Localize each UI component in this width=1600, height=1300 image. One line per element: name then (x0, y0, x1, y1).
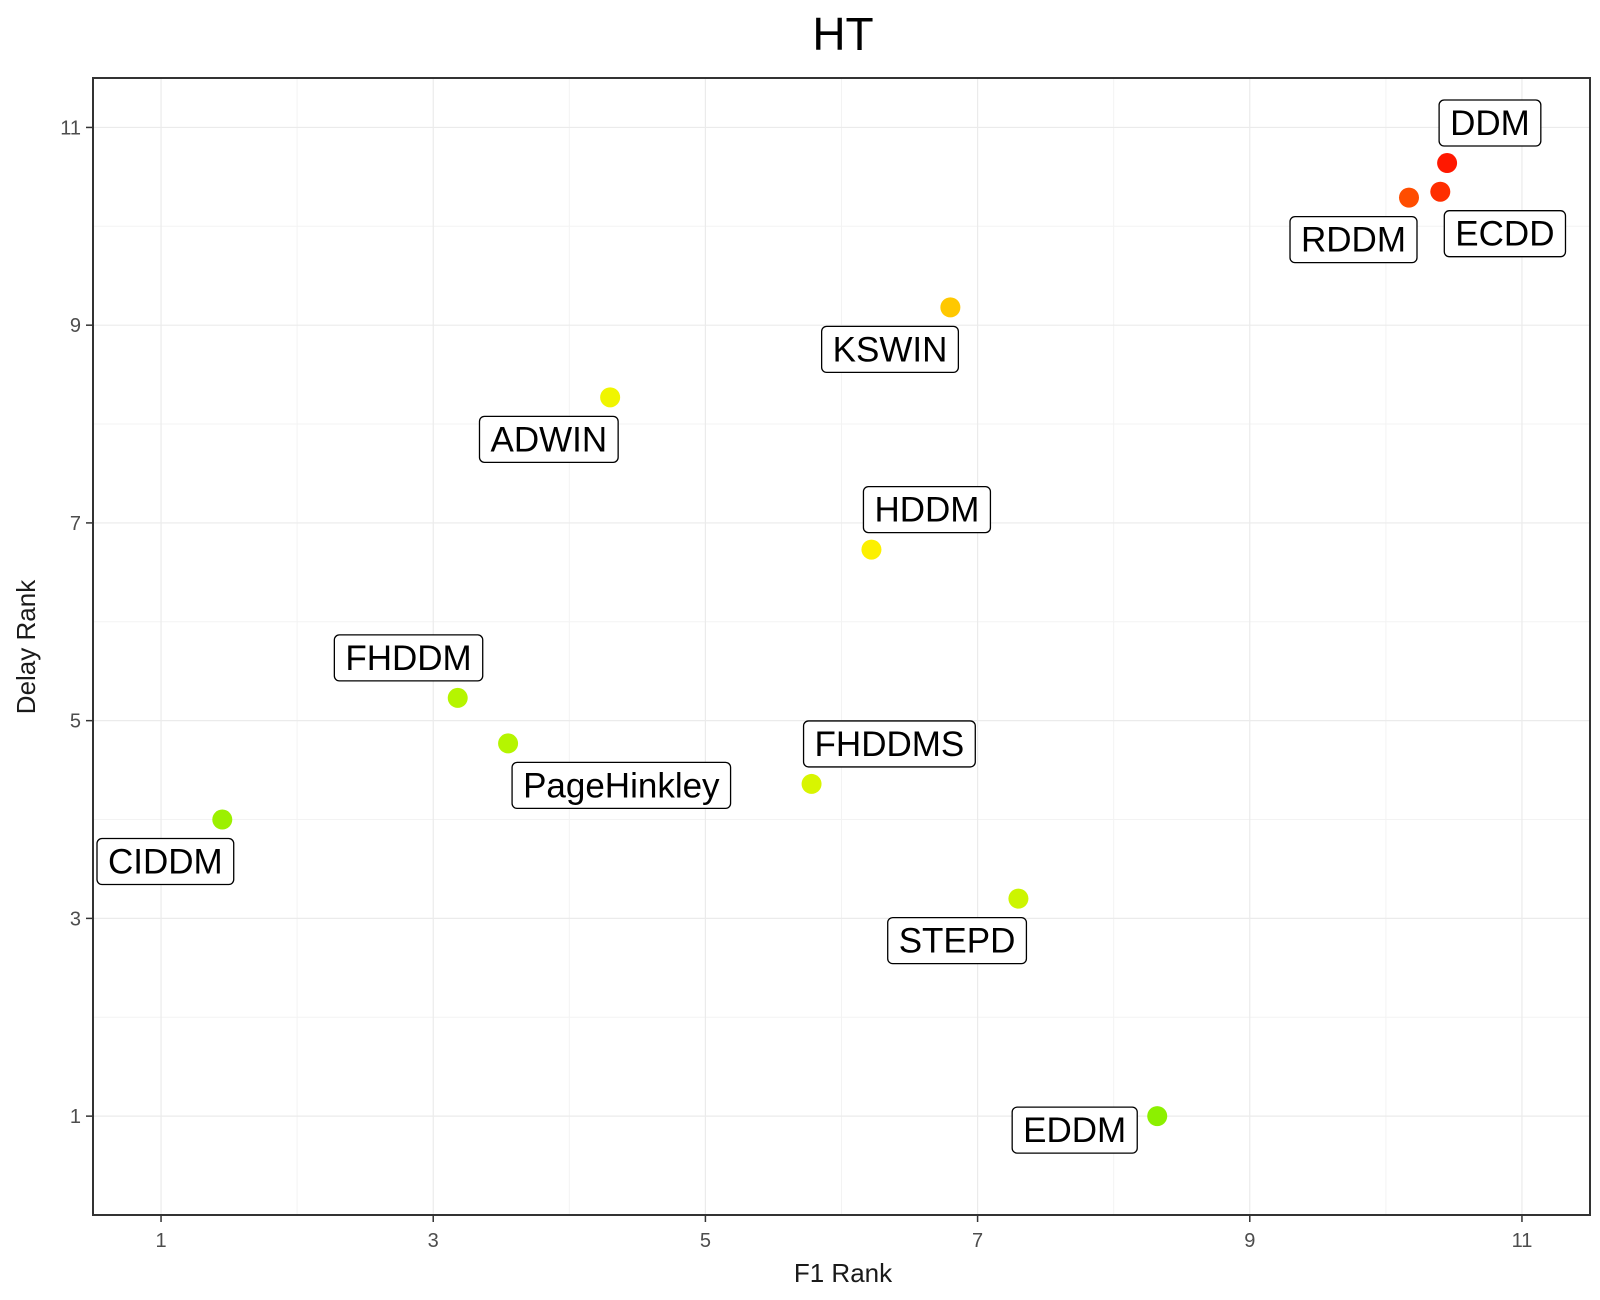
data-point-eddm (1147, 1106, 1168, 1127)
label-text: PageHinkley (523, 766, 720, 805)
x-tick-label: 9 (1244, 1230, 1255, 1252)
label-box (887, 916, 1028, 965)
data-point-stepd (1008, 888, 1029, 909)
x-tick-label: 11 (1512, 1230, 1533, 1252)
label-text: FHDDMS (815, 725, 965, 764)
point-label-fhddm: FHDDM (333, 634, 484, 682)
point-label-fhddms: FHDDMS (802, 720, 976, 768)
point-label-ciddm: CIDDM (96, 837, 235, 886)
label-text: ECDD (1455, 215, 1554, 254)
point-label-stepd: STEPD (887, 916, 1028, 965)
label-box (820, 325, 960, 374)
point-label-adwin: ADWIN (478, 415, 619, 463)
label-text: RDDM (1301, 221, 1406, 260)
point-label-kswin: KSWIN (820, 325, 960, 374)
label-text: EDDM (1023, 1111, 1126, 1150)
data-point-ciddm (212, 809, 233, 830)
x-tick-label: 3 (428, 1230, 439, 1252)
data-point-kswin (940, 297, 961, 318)
label-box (1011, 1106, 1138, 1154)
y-axis-title: Delay Rank (11, 579, 41, 714)
label-box (1289, 215, 1418, 264)
label-text: FHDDM (345, 639, 471, 678)
data-point-adwin (600, 387, 621, 408)
label-box (802, 720, 976, 768)
data-point-ddm (1437, 153, 1458, 174)
x-tick-label: 5 (700, 1230, 711, 1252)
point-label-rddm: RDDM (1289, 215, 1418, 264)
data-point-rddm (1398, 187, 1419, 208)
data-point-pagehinkley (498, 733, 519, 754)
y-tick-label: 11 (60, 117, 81, 139)
label-box (1438, 99, 1542, 147)
y-tick-label: 7 (70, 513, 81, 535)
label-text: ADWIN (490, 420, 607, 459)
label-text: KSWIN (833, 330, 948, 369)
label-text: HDDM (874, 491, 979, 530)
plot-frame (92, 77, 1591, 1216)
y-tick-label: 3 (70, 908, 81, 930)
x-tick-label: 1 (155, 1230, 166, 1252)
label-box (96, 837, 235, 886)
data-point-hddm (861, 539, 882, 560)
point-labels: DDM ECDD RDDM KSWIN ADWIN HDDM FHDDM PageHinkle… (96, 99, 1567, 1154)
data-point-ecdd (1430, 181, 1451, 202)
label-box (478, 415, 619, 463)
y-tick-label: 1 (70, 1106, 81, 1128)
x-tick-label: 7 (972, 1230, 983, 1252)
label-text: DDM (1450, 104, 1530, 143)
label-box (511, 761, 732, 810)
data-point-fhddm (447, 687, 468, 708)
label-text: STEPD (899, 922, 1016, 961)
point-label-pagehinkley: PageHinkley (511, 761, 732, 810)
y-tick-label: 9 (70, 315, 81, 337)
label-box (333, 634, 484, 682)
point-label-hddm: HDDM (862, 485, 992, 534)
points (212, 153, 1458, 1127)
label-box (1443, 210, 1567, 258)
y-tick-label: 5 (70, 711, 81, 733)
data-point-fhddms (801, 773, 822, 794)
chart-title: HT (812, 8, 873, 60)
label-box (862, 485, 992, 534)
point-label-eddm: EDDM (1011, 1106, 1138, 1154)
label-text: CIDDM (108, 843, 223, 882)
point-label-ecdd: ECDD (1443, 210, 1567, 258)
x-axis-title: F1 Rank (794, 1258, 893, 1288)
point-label-ddm: DDM (1438, 99, 1542, 147)
